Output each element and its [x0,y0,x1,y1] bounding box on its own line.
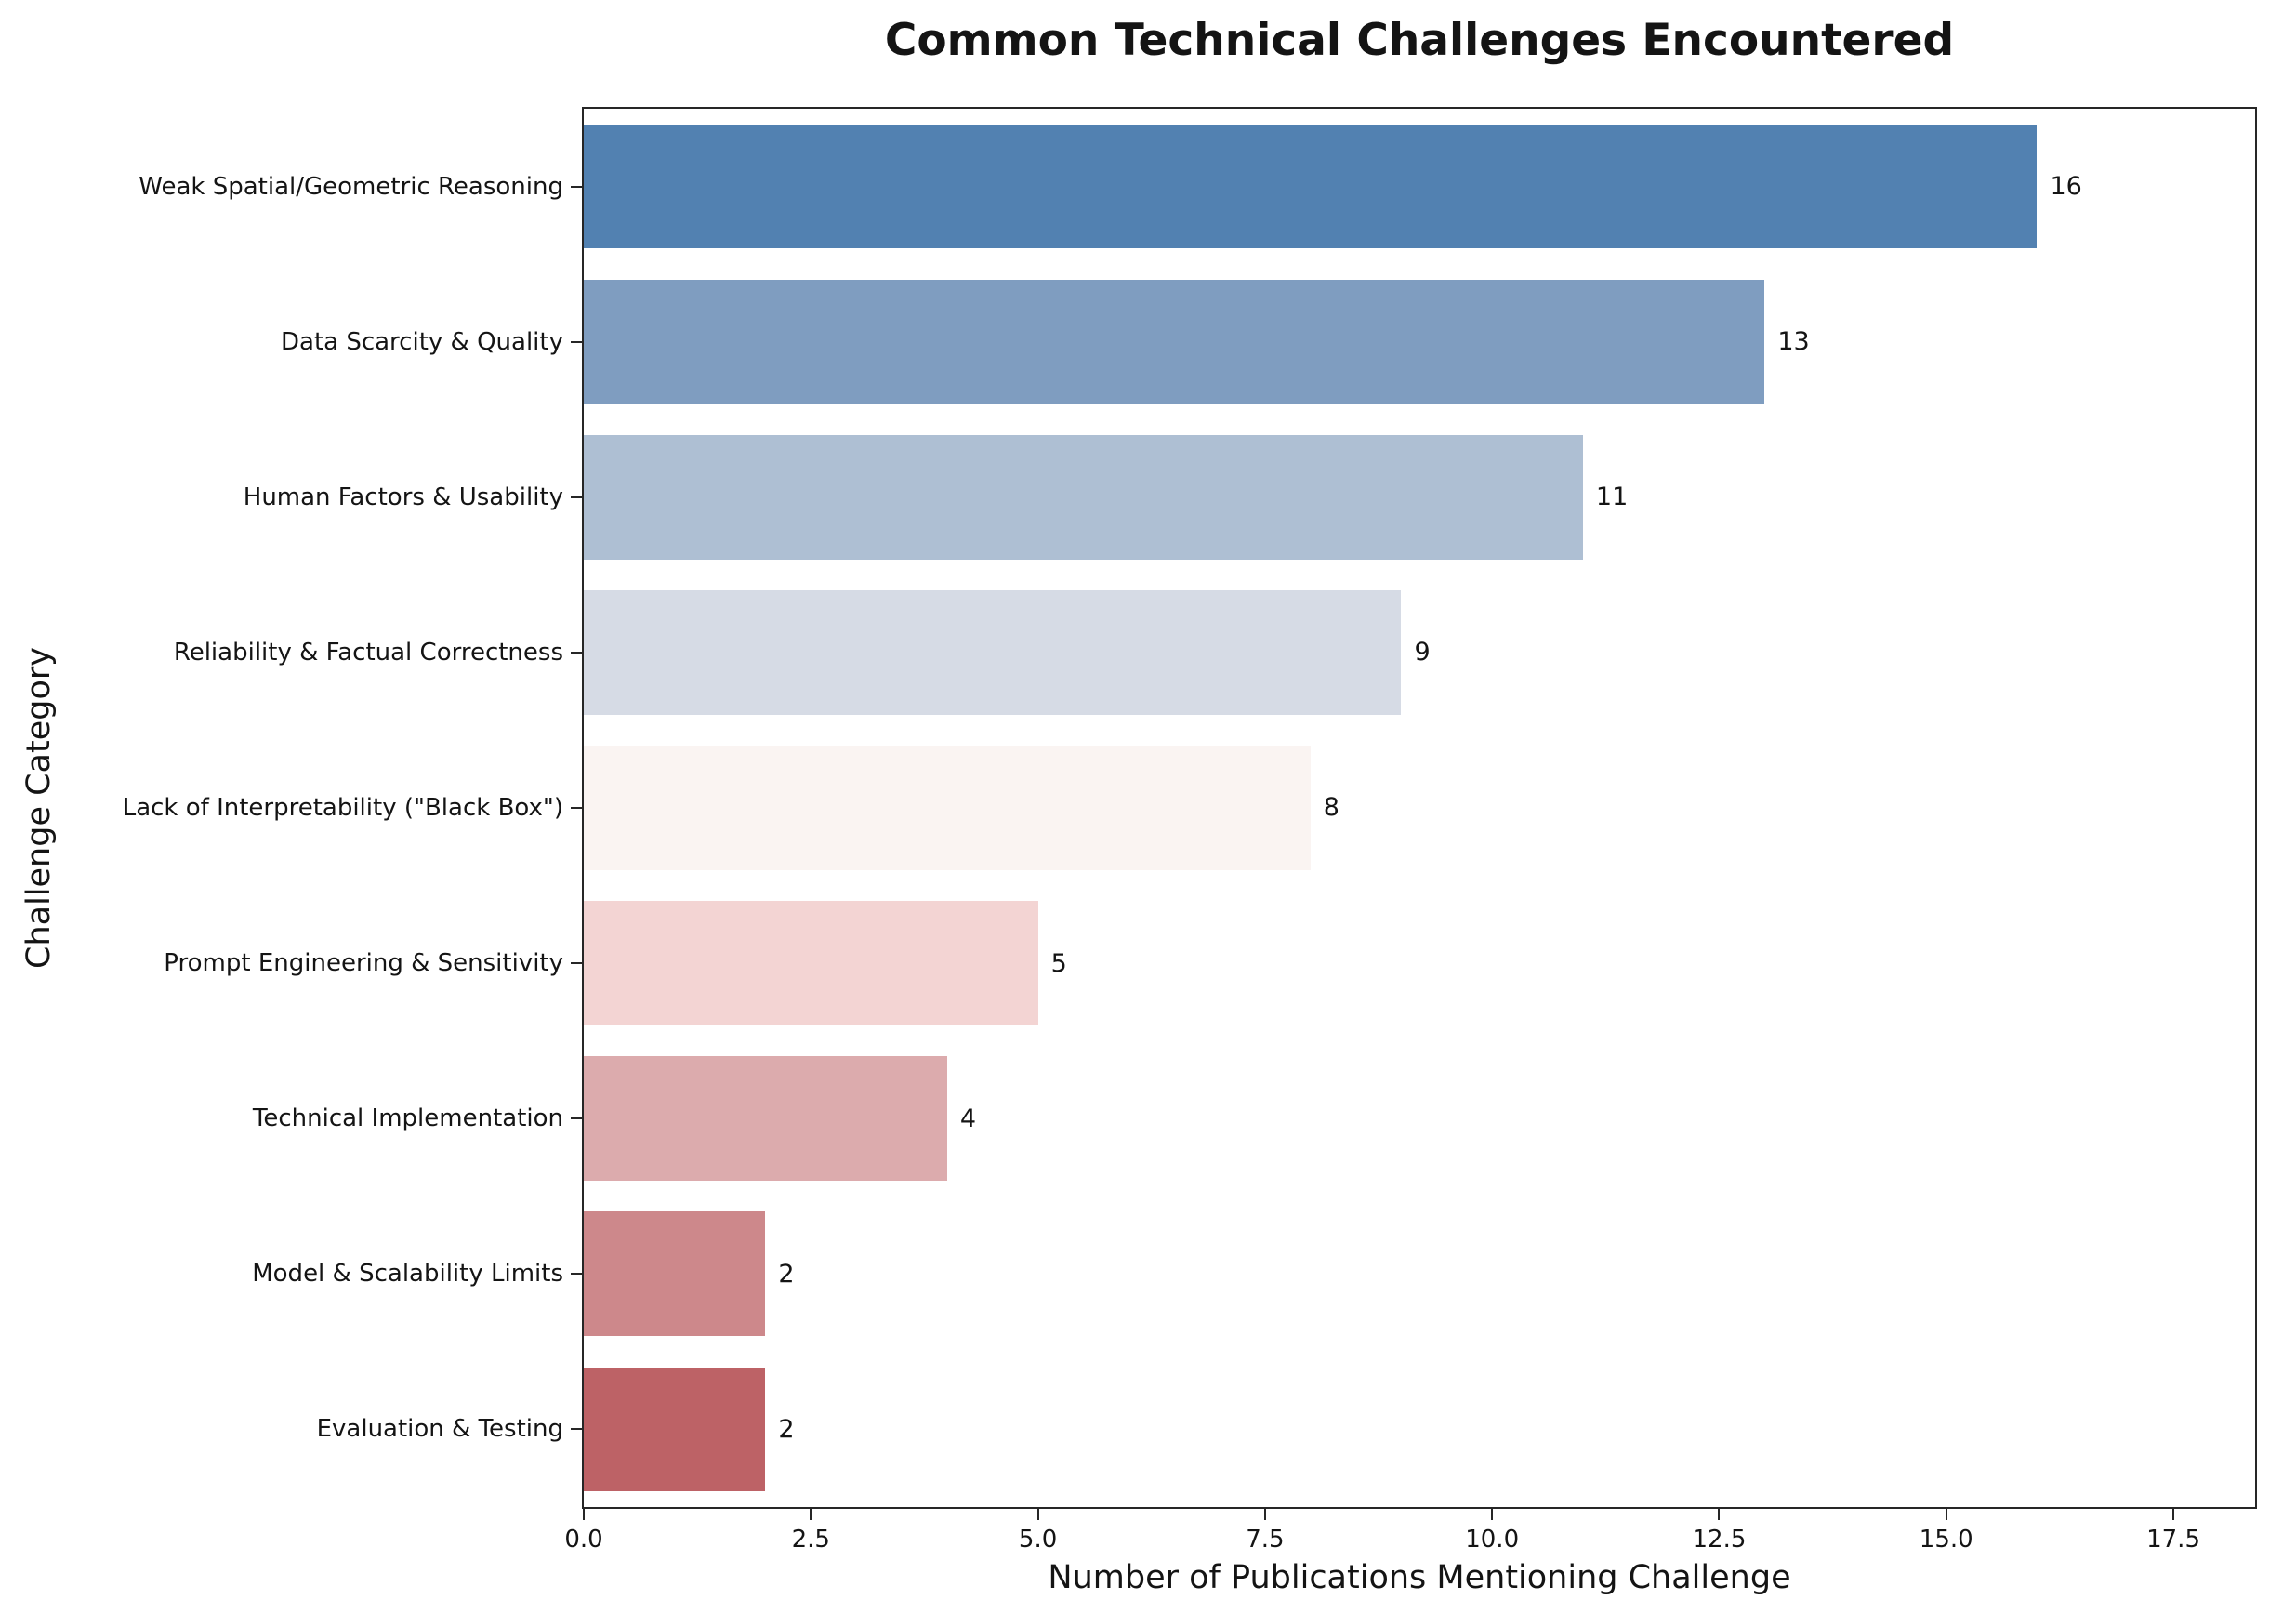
bar-value-label: 13 [1777,327,1810,357]
x-tick-mark [1491,1509,1494,1520]
x-tick-mark [1036,1509,1039,1520]
x-tick-mark [2172,1509,2175,1520]
bar [584,279,1765,404]
y-tick-mark [571,806,582,809]
y-tick-mark [571,651,582,654]
bar-value-label: 9 [1414,638,1431,668]
category-label: Human Factors & Usability [243,483,563,511]
bar [584,901,1038,1025]
y-tick-mark [571,496,582,498]
bar-row: Human Factors & Usability 11 [244,419,2255,575]
x-tick-label: 7.5 [1246,1526,1285,1554]
category-label: Model & Scalability Limits [252,1260,563,1289]
y-tick-mark [571,340,582,343]
bar [584,1367,766,1492]
bar-row: Model & Scalability Limits 2 [252,1197,2255,1352]
bar-row: Prompt Engineering & Sensitivity 5 [164,886,2255,1041]
bar-row: Data Scarcity & Quality 13 [281,264,2255,419]
x-axis-label: Number of Publications Mentioning Challe… [1048,1559,1791,1596]
y-tick-mark [571,185,582,188]
category-label: Technical Implementation [252,1104,563,1133]
bar-value-label: 11 [1595,483,1629,512]
category-label: Weak Spatial/Geometric Reasoning [139,172,563,201]
x-tick-label: 10.0 [1465,1526,1520,1554]
bar-row: Technical Implementation 4 [253,1041,2255,1197]
category-label: Data Scarcity & Quality [280,327,563,356]
bar-value-label: 2 [778,1259,795,1289]
plot-area: Number of Publications Mentioning Challe… [123,107,2257,1596]
bar-row: Reliability & Factual Correctness 9 [174,575,2255,730]
x-tick-mark [1945,1509,1947,1520]
category-label: Reliability & Factual Correctness [173,638,563,667]
x-tick-label: 5.0 [1018,1526,1058,1554]
bar-value-label: 2 [778,1414,795,1444]
category-label: Prompt Engineering & Sensitivity [164,949,563,978]
bar-row: Lack of Interpretability ("Black Box") 8 [123,730,2255,885]
y-axis-label: Challenge Category [20,647,58,969]
x-tick-mark [1263,1509,1266,1520]
x-tick-mark [583,1509,585,1520]
x-tick-label: 17.5 [2146,1526,2200,1554]
x-tick-mark [810,1509,812,1520]
y-tick-mark [571,1273,582,1276]
bar-row: Weak Spatial/Geometric Reasoning 16 [139,109,2255,264]
bar [584,1211,766,1337]
bar-value-label: 16 [2050,172,2082,202]
y-tick-mark [571,962,582,965]
category-label: Lack of Interpretability ("Black Box") [122,793,563,822]
bar [584,434,1583,560]
bar [584,1056,947,1182]
bar [584,124,2038,249]
x-tick-mark [1718,1509,1721,1520]
bar [584,746,1311,870]
x-tick-label: 0.0 [564,1526,603,1554]
bar [584,590,1402,715]
y-tick-mark [571,1428,582,1431]
bar-value-label: 5 [1050,948,1067,978]
bar-value-label: 8 [1323,793,1339,823]
bar-row: Evaluation & Testing 2 [317,1352,2255,1507]
category-label: Evaluation & Testing [316,1415,563,1444]
x-tick-label: 15.0 [1919,1526,1973,1554]
bar-value-label: 4 [959,1104,977,1133]
x-tick-label: 12.5 [1692,1526,1747,1554]
y-tick-mark [571,1117,582,1120]
x-tick-label: 2.5 [791,1526,830,1554]
chart-title: Common Technical Challenges Encountered [884,15,1955,66]
